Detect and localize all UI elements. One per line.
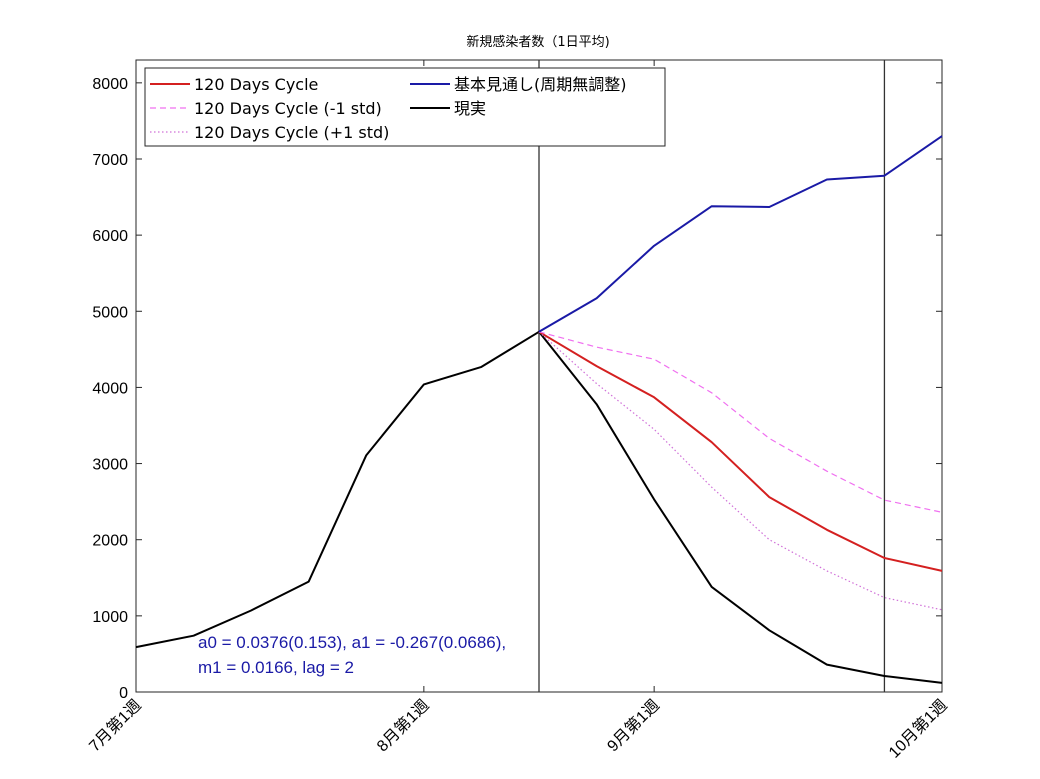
y-tick-label: 3000 [92, 457, 128, 474]
annotation-line: a0 = 0.0376(0.153), a1 = -0.267(0.0686), [198, 633, 506, 652]
legend: 120 Days Cycle 120 Days Cycle (-1 std) 120… [144, 67, 666, 147]
y-axis: 0 1000 2000 3000 4000 5000 6000 7000 8000 [92, 76, 942, 702]
legend-label-2: 120 Days Cycle (+1 std) [194, 123, 389, 142]
series-line-1 [538, 331, 943, 513]
x-tick-label: 7月第1週 [86, 696, 145, 755]
x-tick-label: 10月第1週 [885, 696, 951, 762]
legend-label-0: 120 Days Cycle [194, 75, 318, 94]
series-line-3 [538, 135, 943, 333]
y-tick-label: 0 [119, 685, 128, 702]
legend-box [144, 67, 666, 147]
series-line-2 [538, 331, 943, 611]
reference-lines [538, 60, 886, 692]
y-tick-label: 1000 [92, 609, 128, 626]
annotation-line: m1 = 0.0166, lag = 2 [198, 658, 354, 677]
y-tick-label: 7000 [92, 152, 128, 169]
y-tick-label: 5000 [92, 304, 128, 321]
y-tick-label: 8000 [92, 76, 128, 93]
series-line-0 [538, 330, 943, 572]
y-tick-label: 6000 [92, 228, 128, 245]
x-tick-label: 8月第1週 [373, 696, 432, 755]
y-tick-label: 2000 [92, 533, 128, 550]
model-annotation: a0 = 0.0376(0.153), a1 = -0.267(0.0686),… [198, 633, 506, 677]
y-tick-label: 4000 [92, 380, 128, 397]
x-axis: 7月第1週 8月第1週 9月第1週 10月第1週 [86, 60, 951, 762]
x-tick-label: 9月第1週 [604, 696, 663, 755]
chart-title: 新規感染者数（1日平均) [466, 34, 609, 50]
legend-label-3: 基本見通し(周期無調整) [454, 75, 627, 94]
legend-label-4: 現実 [454, 99, 486, 118]
legend-label-1: 120 Days Cycle (-1 std) [194, 99, 382, 118]
series-group [135, 135, 943, 684]
